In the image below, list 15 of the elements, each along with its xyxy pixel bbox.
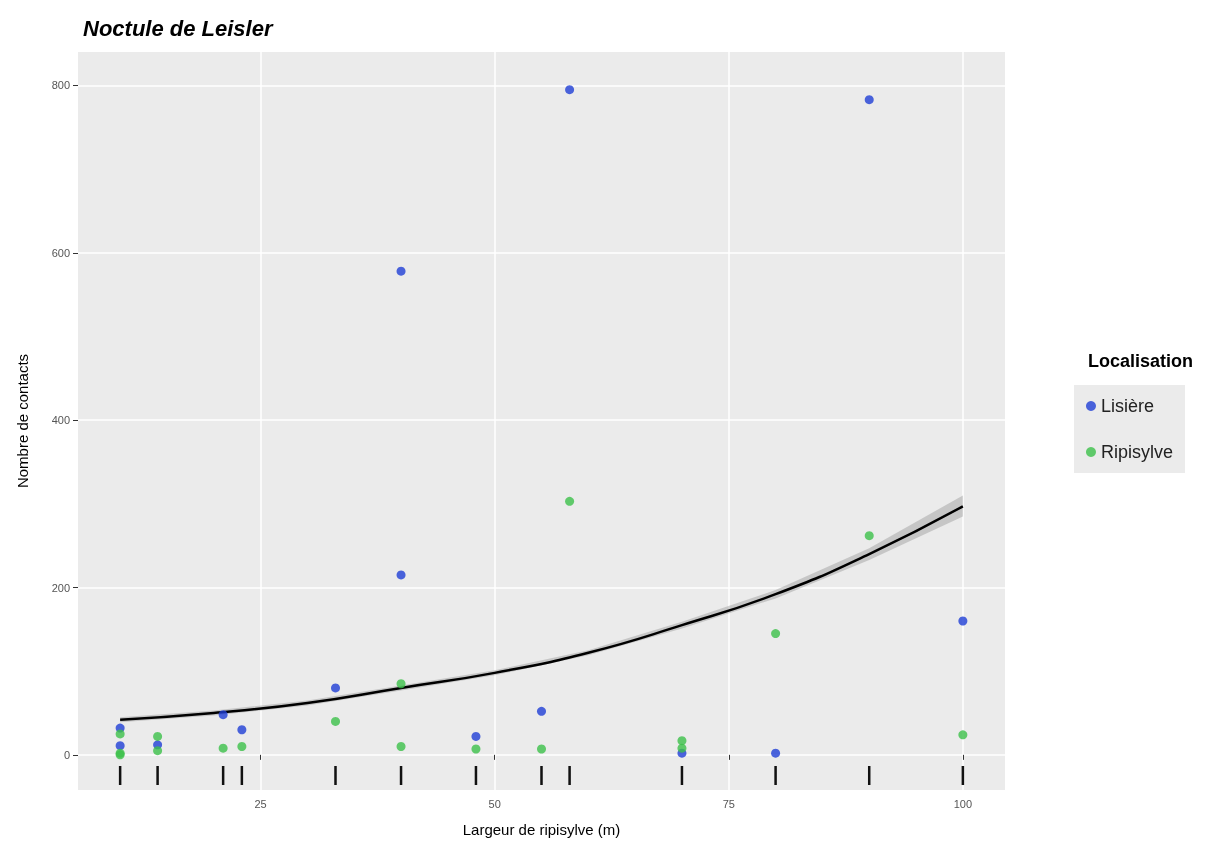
x-tick-label: 75 xyxy=(722,797,735,810)
y-tick-label: 400 xyxy=(51,414,70,427)
y-tick-label: 200 xyxy=(51,581,70,594)
y-tick-label: 0 xyxy=(63,748,70,761)
legend-title: Localisation xyxy=(1087,351,1194,371)
y-tick-label: 800 xyxy=(51,79,70,92)
x-tick-label: 50 xyxy=(488,797,501,810)
legend-label: Lisière xyxy=(1100,396,1155,416)
x-tick-label: 100 xyxy=(953,797,973,810)
y-axis-title: Nombre de contacts xyxy=(14,353,31,489)
legend-label: Ripisylve xyxy=(1100,442,1174,462)
x-tick-label: 25 xyxy=(254,797,267,810)
chart-title: Noctule de Leisler xyxy=(83,15,274,41)
x-axis-title: Largeur de ripisylve (m) xyxy=(462,821,621,838)
y-tick-label: 600 xyxy=(51,246,70,259)
